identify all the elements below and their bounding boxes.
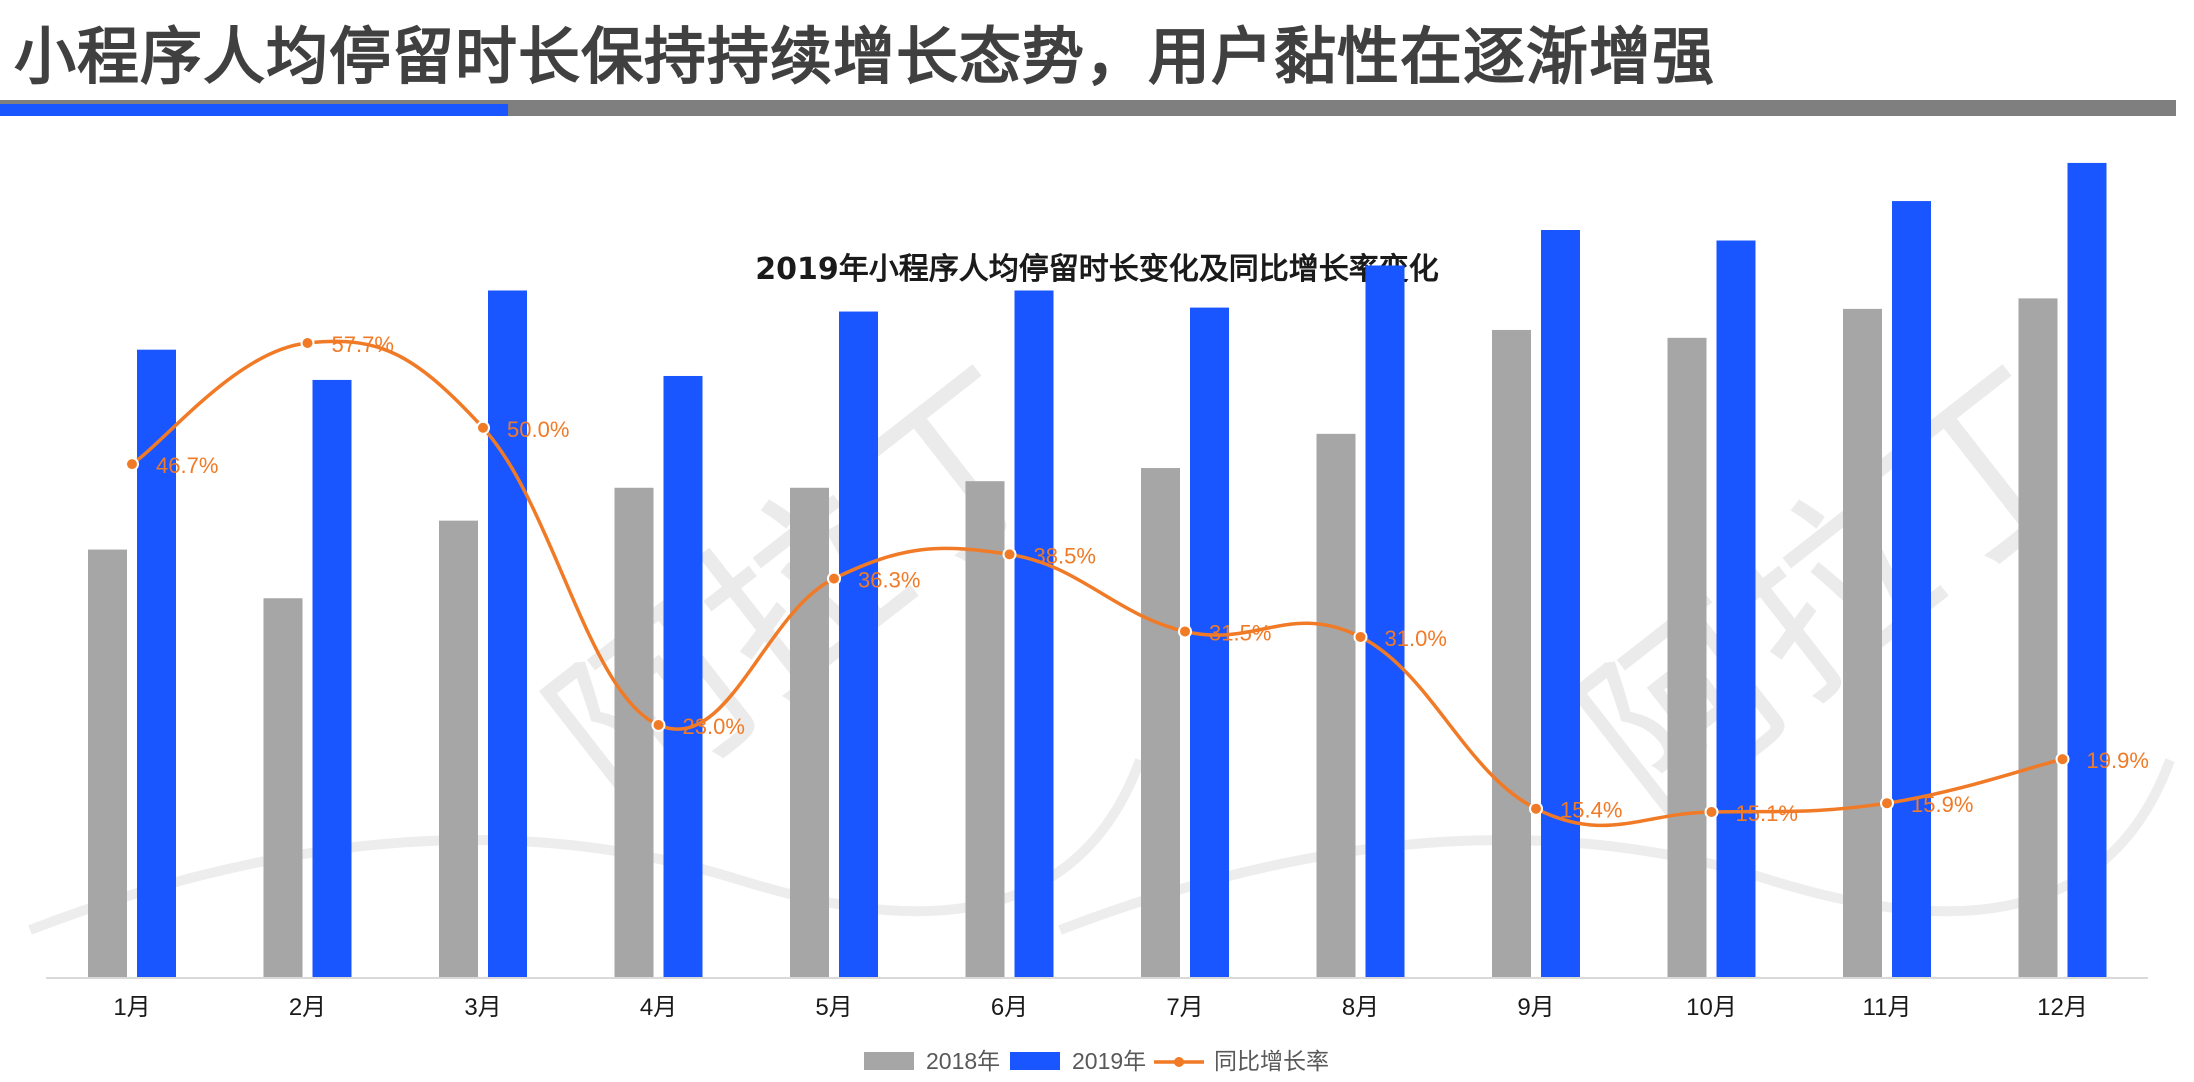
x-tick-label: 1月 [113, 994, 150, 1021]
x-tick-label: 2月 [289, 994, 326, 1021]
x-tick-label: 9月 [1517, 994, 1554, 1021]
bar-2019 [488, 290, 527, 977]
growth-rate-point [827, 571, 841, 586]
growth-rate-point [651, 718, 666, 733]
growth-rate-point [1178, 624, 1192, 639]
bar-2018 [1843, 308, 1882, 977]
growth-line-layer: 46.7% 57.7% 50.0% 23.0% 36.3% 38.5% 31.5% 31.0%… [125, 332, 2149, 828]
x-tick-label: 10月 [1686, 994, 1737, 1021]
chart-title: 2019年小程序人均停留时长变化及同比增长率变化 [755, 252, 1439, 287]
bar-2019 [663, 375, 703, 977]
legend-label-growth: 同比增长率 [1214, 1048, 1329, 1074]
legend: 2018年 2019年 同比增长率 [864, 1048, 1329, 1074]
bar-layer [88, 162, 2107, 978]
page-title: 小程序人均停留时长保持持续增长态势，用户黏性在逐渐增强 [14, 20, 1716, 93]
x-tick-label: 7月 [1166, 994, 1203, 1021]
growth-rate-point [1529, 801, 1543, 816]
bar-2019 [2067, 162, 2107, 978]
legend-label-2018: 2018年 [926, 1048, 1000, 1074]
legend-label-2019: 2019年 [1072, 1048, 1146, 1074]
bar-2018 [790, 487, 829, 977]
bar-2019 [839, 311, 878, 977]
growth-rate-point [2055, 752, 2070, 767]
title-underline-gray [0, 100, 2176, 116]
growth-rate-label: 46.7% [156, 453, 218, 478]
bar-2019 [1014, 290, 1054, 977]
growth-rate-label: 15.4% [1560, 798, 1622, 823]
legend-swatch-growth-dot [1174, 1057, 1184, 1067]
bar-2018 [965, 481, 1005, 977]
bar-2018 [614, 487, 654, 977]
x-tick-label: 12月 [2037, 994, 2088, 1021]
bar-2019 [312, 379, 352, 977]
x-tick-label: 11月 [1863, 994, 1912, 1021]
growth-rate-label: 31.0% [1385, 626, 1447, 651]
legend-swatch-2018 [864, 1052, 914, 1070]
bar-2018 [1492, 329, 1531, 978]
title-underline-accent [0, 104, 508, 116]
growth-rate-point [125, 457, 139, 472]
growth-rate-label: 36.3% [858, 568, 920, 593]
growth-rate-label: 31.5% [1209, 620, 1271, 645]
bar-2018 [88, 549, 127, 977]
growth-rate-point [300, 336, 315, 350]
bar-2019 [1541, 229, 1580, 977]
growth-rate-label: 23.0% [683, 714, 745, 739]
growth-rate-point [476, 420, 490, 435]
bar-2018 [1667, 337, 1707, 977]
x-tick-label: 8月 [1342, 994, 1379, 1021]
growth-rate-label: 50.0% [507, 417, 569, 442]
growth-rate-point [1880, 796, 1894, 811]
legend-swatch-2019 [1010, 1052, 1060, 1070]
growth-rate-label: 19.9% [2087, 748, 2149, 773]
growth-rate-point [1704, 805, 1719, 819]
x-tick-label: 3月 [464, 994, 501, 1021]
bar-2019 [1716, 240, 1756, 978]
bar-2018 [2018, 298, 2058, 977]
growth-rate-point [1002, 547, 1017, 562]
bar-2019 [1190, 307, 1229, 977]
growth-rate-label: 15.9% [1911, 792, 1973, 817]
bar-2018 [1141, 468, 1180, 977]
x-tick-label: 6月 [991, 994, 1028, 1021]
bar-2019 [1892, 201, 1931, 977]
bar-2018 [439, 520, 478, 977]
x-tick-labels: 1月 2月 3月 4月 5月 6月 7月 8月 9月 10月 11月 12月 [113, 994, 2088, 1021]
growth-rate-label: 38.5% [1034, 543, 1096, 568]
x-tick-label: 5月 [815, 994, 852, 1021]
growth-rate-label: 57.7% [332, 332, 394, 357]
bar-2018 [1316, 433, 1356, 978]
growth-rate-label: 15.1% [1736, 801, 1798, 826]
bar-2018 [263, 598, 303, 977]
growth-rate-point [1353, 629, 1368, 644]
bar-2019 [1365, 265, 1405, 977]
x-tick-label: 4月 [640, 994, 677, 1021]
